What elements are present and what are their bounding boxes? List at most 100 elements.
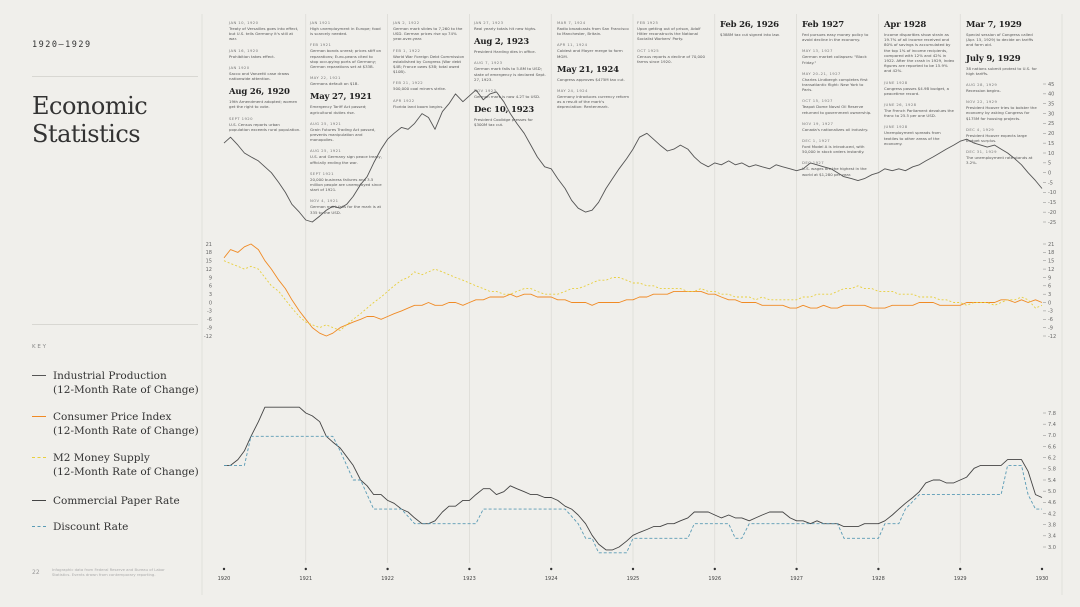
x-tick-label: 1929 [954,576,967,582]
event-description: Fed pursues easy money policy to avoid d… [802,32,869,43]
y-tick-label: 3 [1048,292,1051,298]
x-tick-label: 1930 [1036,576,1049,582]
annotation-event: AUG 7, 1923 German mark falls to 5.8M to … [474,60,546,82]
x-tick-dot [468,567,471,571]
y-tick-label-left: 12 [206,267,212,273]
y-tick-label-left: -9 [207,325,212,331]
annotation-event: JAN 1921 High unemployment in Europe; foo… [310,20,382,36]
annotation-column: FEB 1925 Upon getting out of prison, Adol… [637,20,709,70]
event-description: The French Parliament devalues the franc… [884,108,954,119]
event-date: MAY 22, 1921 [310,75,341,81]
y-tick-label-left: 21 [206,242,212,248]
event-description: Emergency Tariff Act passed; agricultura… [310,104,367,115]
y-tick-label: 9 [1048,275,1051,281]
event-description: Treaty of Versailles goes into effect, b… [229,26,299,42]
legend-swatch [32,375,46,376]
annotation-event: May 21, 1924 Congress approves $475M tax … [557,65,629,82]
annotation-event: JAN 10, 1920 Treaty of Versailles goes in… [229,20,301,42]
annotation-event: DEC 4, 1929 President Hoover expects larg… [966,127,1038,143]
page-title: Economic Statistics [32,92,148,148]
y-tick-label: 5.8 [1048,467,1056,473]
x-tick-dot [877,567,880,571]
event-description: Germans default on $1B. [310,81,359,87]
event-date: SEPT 1920 [229,115,253,121]
x-tick-label: 1925 [627,576,640,582]
event-description: Census reports a decline of 70,000 farms… [637,53,705,64]
legend-swatch [32,457,46,458]
event-description: German mark falls for the mark is at 335… [310,204,381,215]
legend-heading: KEY [32,344,48,350]
y-tick-label: 35 [1048,102,1054,108]
event-description: Recession begins. [966,88,1001,94]
event-date: JAN 2, 1922 [393,20,420,25]
page-number: 22 [32,569,40,576]
x-tick-label: 1924 [545,576,558,582]
y-tick-label: 21 [1048,242,1054,248]
annotation-event: July 9, 1929 38 nations submit protest to… [966,54,1038,76]
event-description: Real yearly totals hit new highs. [474,26,537,31]
event-description: German mark falls to 5.8M to USD; state … [474,66,546,82]
event-date: NOV 1923 [474,88,497,94]
annotation-event: JUNE 1928 Unemployment spreads from texti… [884,124,956,146]
y-tick-label-left: 15 [206,259,212,265]
annotation-event: DEC 31, 1929 The unemployment rate stands… [966,149,1038,165]
event-description: Radio broadcasts from San Francisco to M… [557,26,629,37]
y-tick-label: 12 [1048,267,1054,273]
x-tick-dot [550,567,553,571]
event-date: FEB 21, 1922 [393,80,424,86]
annotation-event: Dec 10, 1923 President Coolidge presses f… [474,105,546,127]
x-tick-label: 1923 [463,576,476,582]
event-date: FEB 1921 [310,42,332,48]
annotation-event: NOV 19, 1927 Canada's nationalizes oil in… [802,121,874,132]
legend-label: Discount Rate [53,521,129,533]
annotation-event: MAR 7, 1924 Radio broadcasts from San Fra… [557,20,629,36]
event-date: JAN 10, 1920 [229,20,259,25]
y-tick-label: 6.6 [1048,444,1056,450]
event-date: DEC 4, 1929 [966,126,995,132]
legend-swatch [32,500,46,501]
annotation-event: APR 1922 Florida land boom begins. [393,98,465,109]
event-date: MAY 20–21, 1927 [802,70,841,76]
event-description: President Coolidge presses for $300M tax… [474,117,534,128]
event-date: DEC 1, 1927 [802,138,831,144]
annotation-event: JAN 16, 1920 Prohibition takes effect. [229,48,301,59]
y-tick-label: 3.4 [1048,534,1056,540]
y-tick-label: -5 [1048,180,1053,186]
event-description: World War Foreign Debt Commission establ… [393,53,465,75]
y-tick-label: -9 [1048,325,1053,331]
y-tick-label-left: 6 [209,284,212,290]
event-description: U.S. wages are the highest in the world … [802,166,867,177]
annotation-event: JUNE 1928 Congress passes $4.9B budget, a… [884,80,956,96]
event-description: Sacco and Vanzetti case draws nationwide… [229,70,290,82]
x-tick-dot [222,567,226,571]
annotation-event: APR 11, 1924 Coldest and Mayer merge to f… [557,42,629,58]
event-date: AUG 25, 1921 [310,148,342,154]
event-date-highlight: Mar 7, 1929 [966,20,1022,30]
event-date: JUNE 1928 [884,79,908,85]
x-tick-dot [713,567,716,571]
event-description: U.S. Census reports urban population exc… [229,121,301,132]
event-description: Grain Futures Trading Act passed, preven… [310,126,376,143]
annotation-event: SEPT 1920 U.S. Census reports urban popul… [229,116,301,132]
sidebar: 1920–1929 Economic Statistics KEY Indust… [0,0,199,607]
event-date: AUG 7, 1923 [474,60,503,66]
y-tick-label: 7.4 [1048,422,1056,428]
event-description: Coldest and Mayer merge to form MGM. [557,48,623,59]
y-tick-label: 40 [1048,92,1054,98]
annotation-event: OCT 15, 1927 Teapot Dome Naval Oil Reserv… [802,98,874,114]
annotation-column: Feb 1927 Fed pursues easy money policy to… [802,20,874,183]
event-description: 38 nations submit protest to U.S. for hi… [966,65,1037,76]
y-tick-label: 5.0 [1048,489,1056,495]
annotation-event: DEC 1, 1927 Ford Model A is introduced, w… [802,138,874,154]
y-tick-label: 15 [1048,141,1054,147]
y-tick-label: -6 [1048,317,1053,323]
annotation-event: FEB 1921 German bonds unrest; prices stif… [310,42,382,69]
event-description: Teapot Dome Naval Oil Reserve returned t… [802,104,872,115]
y-tick-label: 5.4 [1048,478,1056,484]
legend-swatch [32,416,46,417]
y-tick-label-left: 0 [209,300,212,306]
event-date-highlight: Aug 2, 1923 [474,37,529,48]
annotation-event: FEB 1, 1922 World War Foreign Debt Commis… [393,48,465,75]
